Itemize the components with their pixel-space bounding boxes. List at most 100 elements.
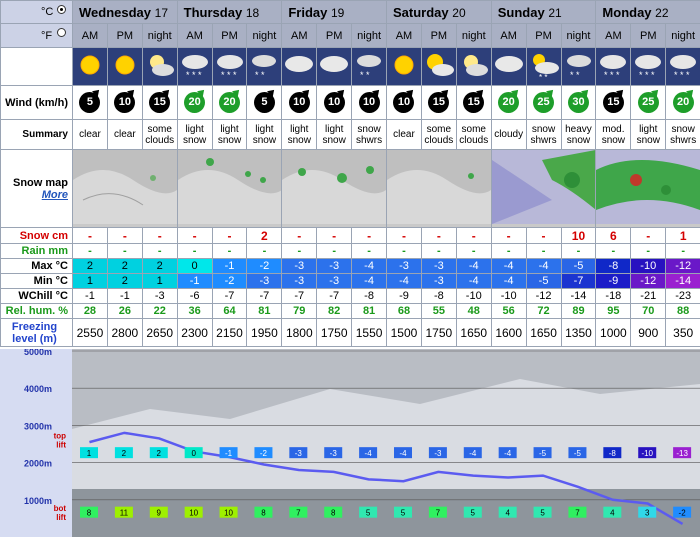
bot-lift-temp-badge	[394, 506, 412, 518]
wind-arrow-icon: 5	[79, 92, 101, 113]
wind-arrow-icon: 20	[498, 92, 520, 113]
summary-cell: mod. snow	[595, 119, 632, 150]
freezing-level-cell: 1550	[351, 318, 388, 347]
wind-chill-cell: -7	[281, 288, 318, 304]
forecast-table: °C Wednesday 17 Thursday 18 Friday 19 Sa…	[0, 0, 700, 347]
fahrenheit-radio[interactable]	[57, 28, 66, 37]
rain-cell: -	[141, 243, 178, 259]
fahrenheit-option[interactable]: °F	[0, 23, 73, 48]
y-axis-label: 5000m	[24, 349, 52, 357]
wind-arrow-icon: 20	[184, 92, 206, 113]
top-lift-temp-badge	[254, 447, 273, 459]
more-link[interactable]: More	[41, 188, 68, 201]
cloud-icon	[281, 47, 318, 86]
freezing-level-cell: 1800	[281, 318, 318, 347]
bot-lift-temp-badge	[149, 506, 168, 518]
period-cell: AM	[281, 23, 318, 48]
humidity-cell: 81	[246, 303, 283, 319]
day-header-monday: Monday 22	[595, 0, 700, 24]
rain-cell: -	[420, 243, 457, 259]
bot-lift-temp: 5	[366, 509, 371, 518]
chart-axis-panel	[0, 349, 72, 537]
max-temp-cell: -4	[351, 258, 388, 274]
wind-chill-cell: -7	[211, 288, 248, 304]
top-lift-temp: -2	[260, 449, 268, 458]
bot-lift-temp: -2	[679, 509, 687, 518]
rain-cell: -	[595, 243, 632, 259]
celsius-radio[interactable]	[57, 5, 66, 14]
wind-arrow-icon: 15	[428, 92, 450, 113]
rain-cell: -	[386, 243, 422, 259]
wind-chill-cell: -3	[141, 288, 178, 304]
snow-map-monday[interactable]	[595, 149, 700, 228]
y-axis-label: 4000m	[24, 384, 52, 394]
bot-lift-temp: 7	[575, 509, 580, 518]
summary-cell: heavy snow	[560, 119, 597, 150]
wind-cell: 10	[386, 85, 422, 120]
bot-lift-temp-badge	[673, 506, 692, 518]
snow-map-sunday[interactable]	[490, 149, 597, 228]
period-cell: AM	[386, 23, 422, 48]
top-lift-temp: -4	[504, 449, 512, 458]
day-header-wednesday: Wednesday 17	[72, 0, 178, 24]
humidity-cell: 72	[525, 303, 562, 319]
max-temp-cell: -5	[560, 258, 597, 274]
day-header-friday: Friday 19	[281, 0, 388, 24]
snow-cell: 10	[560, 227, 597, 244]
snow-cloud-icon: * * *	[211, 47, 248, 86]
wind-cell: 25	[525, 85, 562, 120]
summary-cell: cloudy	[490, 119, 527, 150]
period-cell: PM	[211, 23, 248, 48]
period-cell: AM	[72, 23, 108, 48]
top-lift-temp: -4	[365, 449, 373, 458]
celsius-option[interactable]: °C	[0, 0, 73, 24]
wind-cell: 15	[595, 85, 632, 120]
snow-map-thursday[interactable]	[176, 149, 283, 228]
snow-cloud-icon: * * *	[595, 47, 632, 86]
bot-lift-temp: 4	[610, 509, 615, 518]
snow-cloud-icon: * * *	[665, 47, 700, 86]
wind-chill-cell: -9	[386, 288, 422, 304]
wind-arrow-icon: 15	[602, 92, 624, 113]
humidity-cell: 95	[595, 303, 632, 319]
period-cell: PM	[630, 23, 667, 48]
snow-cell: -	[141, 227, 178, 244]
wind-arrow-icon: 10	[323, 92, 345, 113]
rain-cell: -	[560, 243, 597, 259]
wind-chill-cell: -23	[665, 288, 700, 304]
top-lift-temp-badge	[498, 447, 517, 459]
wind-chill-cell: -6	[176, 288, 213, 304]
humidity-cell: 88	[665, 303, 700, 319]
period-cell: night	[665, 23, 700, 48]
snow-map-saturday[interactable]	[386, 149, 492, 228]
humidity-label: Rel. hum. %	[0, 303, 73, 319]
night-snow-icon: * *	[351, 47, 388, 86]
rain-cell: -	[106, 243, 143, 259]
rain-cell: -	[490, 243, 527, 259]
wind-chill-cell: -10	[490, 288, 527, 304]
wind-chill-cell: -1	[72, 288, 108, 304]
max-temp-cell: -12	[665, 258, 700, 274]
rain-cell: -	[72, 243, 108, 259]
max-temp-cell: -4	[525, 258, 562, 274]
rain-cell: -	[176, 243, 213, 259]
humidity-cell: 82	[316, 303, 353, 319]
top-lift-temp-badge	[324, 447, 343, 459]
min-temp-cell: 1	[141, 273, 178, 289]
summary-cell: clear	[72, 119, 108, 150]
max-temp-cell: 0	[176, 258, 213, 274]
summary-cell: some clouds	[455, 119, 492, 150]
freezing-level-cell: 1350	[560, 318, 597, 347]
freezing-level-cell: 1650	[455, 318, 492, 347]
freezing-level-cell: 2800	[106, 318, 143, 347]
snow-map-wednesday[interactable]	[72, 149, 178, 228]
snow-map-friday[interactable]	[281, 149, 388, 228]
wind-chill-cell: -1	[106, 288, 143, 304]
wind-arrow-icon: 10	[393, 92, 415, 113]
summary-cell: light snow	[281, 119, 318, 150]
top-lift-temp: -4	[469, 449, 477, 458]
period-cell: AM	[490, 23, 527, 48]
wind-chill-cell: -14	[560, 288, 597, 304]
top-lift-temp: -4	[399, 449, 407, 458]
top-lift-temp: -13	[676, 449, 688, 458]
